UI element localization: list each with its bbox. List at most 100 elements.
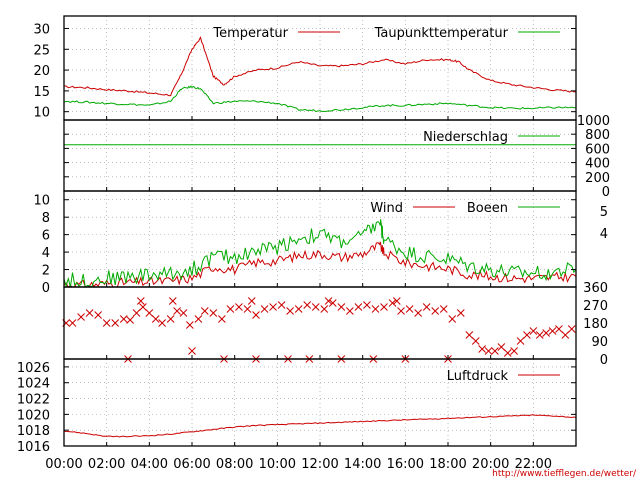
- series-line-taupunkttemperatur: [63, 85, 577, 113]
- direction-point: [294, 305, 303, 313]
- direction-point: [431, 307, 440, 315]
- direction-point: [243, 305, 252, 313]
- ytick-label-right: 600: [585, 142, 610, 157]
- ytick-label: 1020: [17, 408, 50, 423]
- series-line-luftdruck: [64, 414, 577, 438]
- direction-point: [194, 315, 203, 323]
- direction-point: [311, 303, 320, 311]
- ytick-label-right: 800: [585, 128, 610, 143]
- xtick-label: 12:00: [301, 457, 338, 472]
- ytick-label: 10: [33, 106, 50, 121]
- direction-point: [324, 297, 333, 305]
- direction-point: [68, 319, 77, 327]
- direction-point: [85, 309, 94, 317]
- ytick-label: 20: [33, 64, 50, 79]
- xtick-label: 08:00: [216, 457, 253, 472]
- ytick-label: 1022: [17, 393, 50, 408]
- ytick-label-right: 5: [600, 205, 608, 220]
- series-line-temperatur: [64, 36, 577, 97]
- direction-point: [269, 303, 277, 311]
- direction-point: [158, 319, 166, 327]
- ytick-label-right: 4: [600, 227, 608, 242]
- direction-point: [392, 297, 401, 305]
- ytick-label-right: 1000: [577, 114, 610, 129]
- direction-point: [186, 321, 194, 329]
- direction-point: [94, 311, 102, 319]
- direction-point: [132, 309, 141, 317]
- xtick-label: 18:00: [429, 457, 466, 472]
- xtick-label: 16:00: [387, 457, 424, 472]
- ytick-label: 15: [33, 85, 50, 100]
- direction-point: [346, 307, 354, 315]
- direction-point: [209, 309, 218, 317]
- direction-point: [145, 309, 154, 317]
- legend-label-niederschlag: Niederschlag: [423, 130, 508, 145]
- ytick-label: 2: [42, 264, 50, 279]
- legend-label-taupunkttemperatur: Taupunkttemperatur: [374, 26, 509, 41]
- ytick-label: 1026: [17, 361, 50, 376]
- ytick-label-right: 0: [600, 353, 608, 368]
- direction-point: [354, 303, 363, 311]
- legend-label-boeen: Boeen: [467, 201, 508, 216]
- direction-point: [478, 345, 486, 353]
- direction-point: [179, 309, 188, 317]
- direction-point: [102, 319, 111, 327]
- direction-point: [448, 315, 457, 323]
- direction-point: [151, 315, 160, 323]
- xtick-label: 22:00: [515, 457, 552, 472]
- direction-point: [111, 319, 120, 327]
- direction-point: [516, 337, 525, 345]
- panel-frame-wind-direction: [63, 286, 577, 360]
- direction-point: [542, 329, 550, 337]
- direction-point: [139, 303, 147, 311]
- legend-label-wind: Wind: [370, 201, 403, 216]
- direction-point: [252, 311, 260, 319]
- direction-point: [388, 299, 397, 307]
- ytick-label-right: 270: [583, 299, 608, 314]
- direction-point: [218, 315, 226, 323]
- direction-point: [77, 313, 85, 321]
- ytick-label-right: 400: [585, 157, 610, 172]
- direction-point: [567, 325, 576, 333]
- xtick-label: 04:00: [131, 457, 168, 472]
- direction-point: [303, 301, 312, 309]
- legend-label-luftdruck: Luftdruck: [447, 369, 509, 384]
- direction-point: [561, 331, 570, 339]
- direction-point: [529, 327, 538, 335]
- direction-point: [337, 303, 346, 311]
- direction-point: [471, 337, 480, 345]
- direction-point: [465, 331, 474, 339]
- direction-point: [235, 303, 243, 311]
- direction-point: [484, 347, 493, 355]
- direction-point: [136, 297, 145, 305]
- ytick-label: 1018: [17, 424, 50, 439]
- direction-point: [173, 307, 181, 315]
- legend-label-temperatur: Temperatur: [212, 26, 288, 41]
- ytick-label-right: 90: [591, 335, 608, 350]
- ytick-label: 30: [33, 22, 50, 37]
- series-line-wind: [63, 241, 577, 288]
- xtick-label: 14:00: [344, 457, 381, 472]
- xtick-label: 06:00: [173, 457, 210, 472]
- direction-point: [260, 305, 269, 313]
- direction-point: [277, 301, 286, 309]
- direction-point: [548, 327, 557, 335]
- direction-point: [371, 305, 380, 313]
- ytick-label: 10: [33, 194, 50, 209]
- direction-point: [320, 305, 329, 313]
- ytick-label: 1016: [17, 440, 50, 455]
- direction-point: [119, 315, 128, 323]
- direction-point: [510, 347, 518, 355]
- direction-point: [200, 307, 209, 315]
- direction-point: [247, 297, 256, 305]
- direction-point: [535, 331, 544, 339]
- direction-point: [414, 309, 422, 317]
- direction-point: [439, 305, 448, 313]
- xtick-label: 10:00: [259, 457, 296, 472]
- xtick-label: 00:00: [45, 457, 82, 472]
- direction-point: [491, 347, 499, 355]
- direction-point: [497, 343, 506, 351]
- xtick-label: 02:00: [88, 457, 125, 472]
- direction-point: [523, 331, 531, 339]
